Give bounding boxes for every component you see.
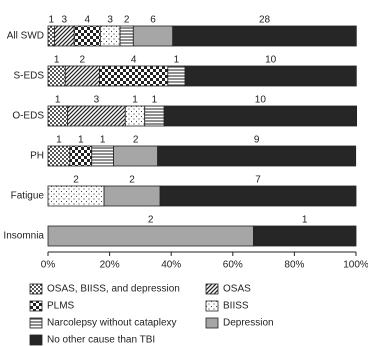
x-tick-label: 0% [41, 260, 56, 271]
count-label: 7 [255, 175, 261, 186]
count-label: 2 [73, 175, 79, 186]
bar-segment [157, 145, 357, 167]
count-label: 6 [150, 15, 156, 26]
bar-segment [47, 25, 55, 47]
legend-swatch [205, 317, 219, 329]
bar-segment [159, 185, 357, 207]
legend-label: PLMS [47, 301, 75, 312]
bar-segment [47, 145, 71, 167]
x-tick-label: 40% [161, 260, 181, 271]
count-label: 1 [55, 95, 61, 106]
legend-label: No other cause than TBI [47, 335, 155, 346]
count-label: 1 [174, 55, 180, 66]
bar-segment [47, 105, 68, 127]
bar-segment [144, 105, 165, 127]
x-tick-label: 100% [343, 260, 368, 271]
bar-segment [119, 25, 134, 47]
bar-segment [99, 25, 121, 47]
bar-segment [124, 105, 146, 127]
category-label: Fatigue [11, 191, 45, 202]
legend-swatch [29, 317, 43, 329]
bar-segment [67, 105, 126, 127]
count-label: 1 [302, 215, 308, 226]
count-label: 3 [62, 15, 68, 26]
count-label: 28 [259, 15, 271, 26]
category-label: All SWD [7, 31, 44, 42]
count-label: 4 [131, 55, 137, 66]
category-label: O-EDS [12, 111, 44, 122]
count-label: 1 [132, 95, 138, 106]
count-label: 3 [107, 15, 113, 26]
bar-segment [47, 65, 66, 87]
count-label: 2 [133, 135, 139, 146]
legend-label: OSAS, BIISS, and depression [47, 284, 180, 295]
legend-swatch [205, 283, 219, 295]
bar-segment [163, 105, 358, 127]
count-label: 2 [148, 215, 154, 226]
bar-segment [54, 25, 75, 47]
bar-segment [91, 145, 115, 167]
count-label: 1 [56, 135, 62, 146]
bar-segment [113, 145, 159, 167]
x-tick-label: 60% [223, 260, 243, 271]
category-label: Insomnia [3, 231, 44, 242]
bar-segment [64, 65, 100, 87]
count-label: 10 [265, 55, 277, 66]
bar-segment [73, 25, 101, 47]
x-tick-label: 20% [100, 260, 120, 271]
legend-swatch [29, 300, 43, 312]
legend-swatch [29, 334, 43, 346]
category-label: S-EDS [13, 71, 44, 82]
bar-segment [103, 185, 161, 207]
bar-segment [99, 65, 169, 87]
count-label: 4 [84, 15, 90, 26]
count-label: 10 [255, 95, 267, 106]
count-label: 3 [94, 95, 100, 106]
legend-label: Depression [223, 318, 274, 329]
count-label: 1 [78, 135, 84, 146]
count-label: 1 [152, 95, 158, 106]
bar-segment [132, 25, 174, 47]
category-label: PH [30, 151, 44, 162]
count-label: 1 [48, 15, 54, 26]
count-label: 2 [124, 15, 130, 26]
legend-label: OSAS [223, 284, 251, 295]
count-label: 9 [254, 135, 260, 146]
count-label: 2 [129, 175, 135, 186]
bar-segment [47, 185, 105, 207]
bar-segment [172, 25, 357, 47]
x-tick-label: 80% [284, 260, 304, 271]
legend-swatch [205, 300, 219, 312]
count-label: 1 [54, 55, 60, 66]
count-label: 2 [80, 55, 86, 66]
bar-segment [184, 65, 357, 87]
legend-label: Narcolepsy without cataplexy [47, 318, 177, 329]
bar-segment [47, 225, 254, 247]
legend-swatch [29, 283, 43, 295]
bar-segment [253, 225, 357, 247]
count-label: 1 [100, 135, 106, 146]
bar-segment [69, 145, 93, 167]
legend-label: BIISS [223, 301, 249, 312]
bar-segment [167, 65, 186, 87]
